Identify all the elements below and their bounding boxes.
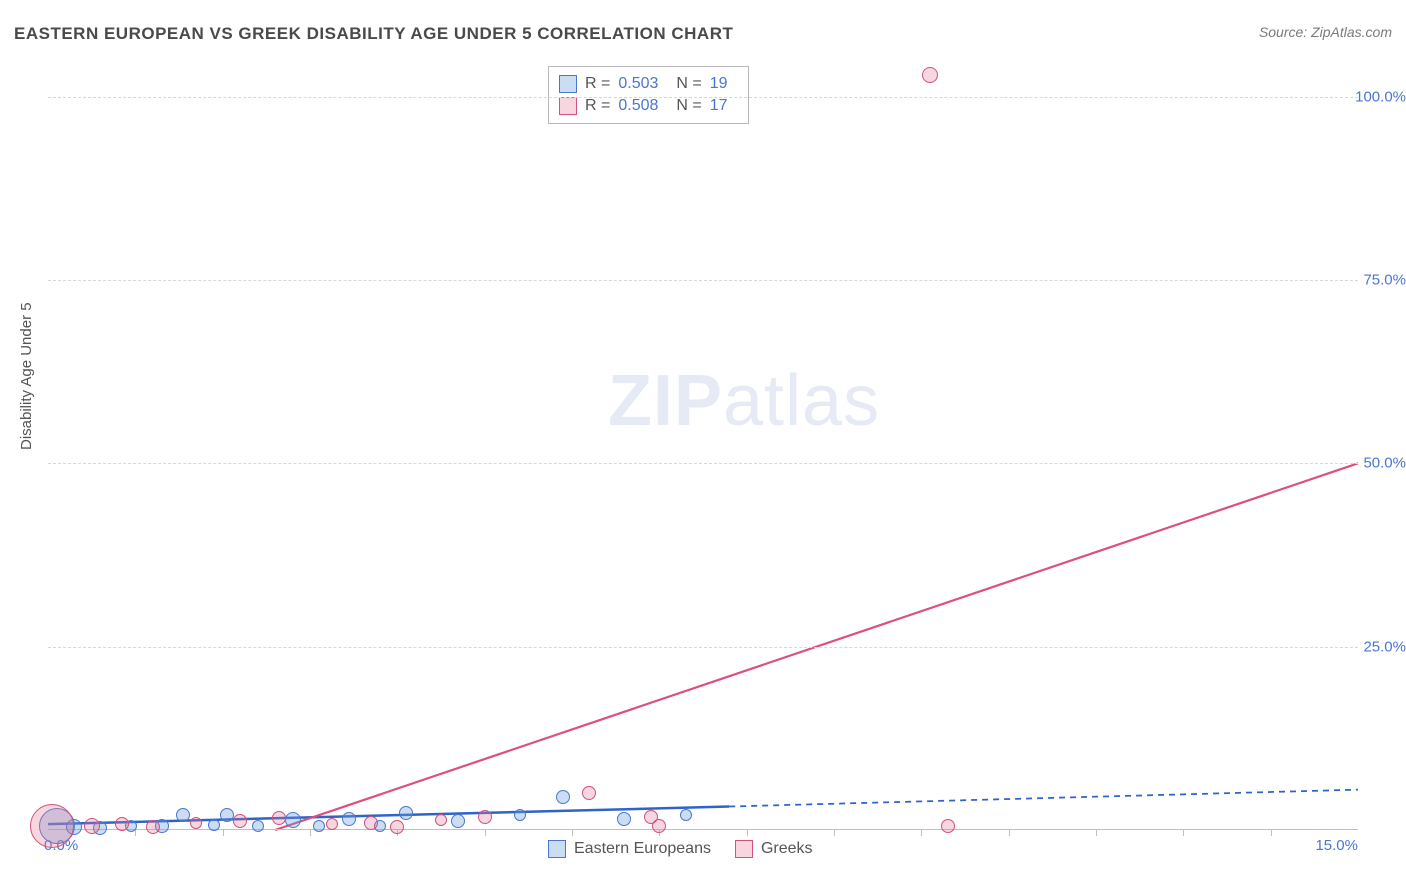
source-attribution: Source: ZipAtlas.com (1259, 24, 1392, 40)
scatter-point-greek (326, 818, 338, 830)
scatter-point-eastern (514, 809, 526, 821)
scatter-point-eastern (556, 790, 570, 804)
scatter-point-greek (922, 67, 938, 83)
scatter-point-greek (390, 820, 404, 834)
chart-title: EASTERN EUROPEAN VS GREEK DISABILITY AGE… (14, 24, 733, 44)
x-tick (1096, 830, 1097, 836)
x-tick (747, 830, 748, 836)
series-legend: Eastern Europeans Greeks (548, 840, 813, 858)
trend-line-extension-eastern (729, 790, 1358, 807)
scatter-point-eastern (176, 808, 190, 822)
legend-swatch (735, 840, 753, 858)
x-tick (921, 830, 922, 836)
stat-n-value: 17 (710, 97, 728, 115)
legend-swatch (559, 75, 577, 93)
chart-container: EASTERN EUROPEAN VS GREEK DISABILITY AGE… (0, 0, 1406, 892)
scatter-point-eastern (451, 814, 465, 828)
stats-row-eastern: R = 0.503 N = 19 (559, 73, 738, 95)
scatter-point-greek (30, 804, 74, 848)
legend-swatch (559, 97, 577, 115)
stat-r-label: R = (585, 75, 610, 93)
y-tick-label: 50.0% (1363, 455, 1406, 472)
scatter-point-eastern (313, 820, 325, 832)
gridline (48, 463, 1358, 464)
stat-r-value: 0.508 (618, 97, 658, 115)
scatter-point-eastern (680, 809, 692, 821)
stat-n-value: 19 (710, 75, 728, 93)
series-legend-item-eastern: Eastern Europeans (548, 840, 711, 858)
scatter-point-greek (146, 820, 160, 834)
series-legend-label: Greeks (761, 840, 813, 858)
x-tick (223, 830, 224, 836)
scatter-point-greek (478, 810, 492, 824)
legend-swatch (548, 840, 566, 858)
x-tick (1271, 830, 1272, 836)
x-tick (135, 830, 136, 836)
scatter-point-eastern (285, 812, 301, 828)
stats-row-greek: R = 0.508 N = 17 (559, 95, 738, 117)
y-tick-label: 75.0% (1363, 272, 1406, 289)
y-tick-label: 25.0% (1363, 638, 1406, 655)
x-tick (572, 830, 573, 836)
scatter-point-eastern (399, 806, 413, 820)
stat-r-value: 0.503 (618, 75, 658, 93)
scatter-point-greek (272, 811, 286, 825)
scatter-point-greek (652, 819, 666, 833)
scatter-point-greek (941, 819, 955, 833)
y-axis-label: Disability Age Under 5 (18, 302, 35, 450)
scatter-point-greek (190, 817, 202, 829)
scatter-point-greek (115, 817, 129, 831)
scatter-point-eastern (342, 812, 356, 826)
series-legend-item-greek: Greeks (735, 840, 813, 858)
x-tick (1183, 830, 1184, 836)
gridline (48, 647, 1358, 648)
stat-n-label: N = (676, 75, 701, 93)
x-tick (834, 830, 835, 836)
scatter-point-eastern (220, 808, 234, 822)
scatter-point-eastern (252, 820, 264, 832)
stat-n-label: N = (676, 97, 701, 115)
scatter-point-greek (84, 818, 100, 834)
y-tick-label: 100.0% (1355, 88, 1406, 105)
scatter-point-greek (582, 786, 596, 800)
x-axis (48, 829, 1358, 830)
scatter-point-eastern (617, 812, 631, 826)
x-tick (1009, 830, 1010, 836)
gridline (48, 280, 1358, 281)
series-legend-label: Eastern Europeans (574, 840, 711, 858)
scatter-point-eastern (208, 819, 220, 831)
gridline (48, 97, 1358, 98)
stat-r-label: R = (585, 97, 610, 115)
stats-legend: R = 0.503 N = 19 R = 0.508 N = 17 (548, 66, 749, 124)
plot-area: ZIPatlas 0.0% 15.0% R =0.503N =19R =0.50… (48, 60, 1358, 830)
x-axis-max-label: 15.0% (1315, 837, 1358, 854)
scatter-point-greek (435, 814, 447, 826)
x-tick (310, 830, 311, 836)
trend-lines-layer (48, 60, 1358, 830)
scatter-point-greek (233, 814, 247, 828)
scatter-point-greek (364, 816, 378, 830)
x-tick (485, 830, 486, 836)
